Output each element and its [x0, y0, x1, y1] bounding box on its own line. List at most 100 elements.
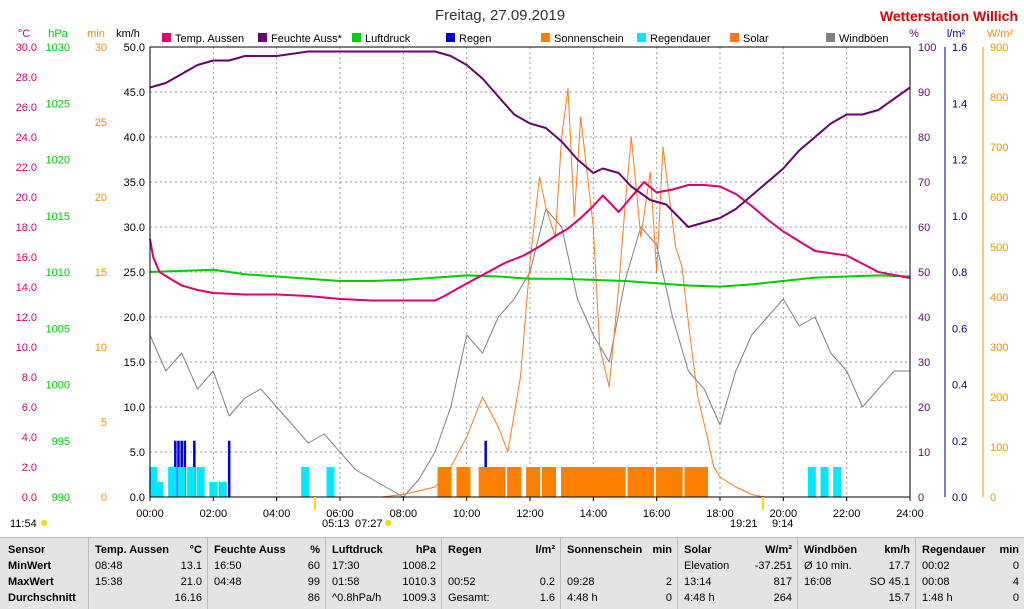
rain-axis-tick: 0.4	[952, 380, 967, 392]
stats-col-unit: °C	[189, 544, 202, 556]
stats-col-unit: min	[999, 544, 1019, 556]
temp-axis-tick: 8.0	[22, 372, 37, 384]
wind-axis-tick: 30.0	[124, 222, 145, 234]
solar-axis-unit: W/m²	[987, 28, 1014, 40]
stats-cell-time: 00:52	[448, 576, 476, 588]
stats-col-header: Regen l/m²	[442, 542, 561, 558]
stats-cell-value: 60	[307, 560, 320, 572]
humidity-axis-tick: 50	[918, 267, 930, 279]
wind-axis-tick: 10.0	[124, 402, 145, 414]
humidity-axis-tick: 20	[918, 402, 930, 414]
stats-table: Sensor MinWert MaxWert Durchschnitt Temp. Au…	[0, 537, 1024, 609]
stats-cell-time: 00:08	[922, 576, 950, 588]
humidity-axis-tick: 60	[918, 222, 930, 234]
bar-regendauer	[155, 482, 164, 497]
sunrise-twilight-time: 05:13	[322, 518, 350, 530]
stats-cell-row: 00:52 0.2	[442, 574, 561, 590]
x-tick-label: 24:00	[896, 508, 924, 520]
temp-axis-tick: 6.0	[22, 402, 37, 414]
stats-col: Windböen km/h Ø 10 min. 17.7 16:08 SO 45.1 15.…	[797, 538, 916, 609]
stats-cell-row: ^0.8hPa/h 1009.3	[326, 590, 442, 606]
pressure-axis-tick: 1005	[46, 323, 70, 335]
stats-cell-time: 16:08	[804, 576, 832, 588]
stats-col-unit: l/m²	[535, 544, 555, 556]
stats-col: Sonnenschein min 09:28 2 4:48 h 0	[560, 538, 678, 609]
bar-sonnenschein	[526, 467, 541, 497]
stats-cell-value: 1010.3	[402, 576, 436, 588]
stats-col-header: Solar W/m²	[678, 542, 798, 558]
temp-axis-unit: °C	[18, 28, 30, 40]
solar-axis-tick: 300	[990, 342, 1008, 354]
bar-layer	[149, 440, 842, 497]
bar-sonnenschein	[561, 467, 575, 497]
stats-cell-time: Ø 10 min.	[804, 560, 852, 572]
stats-cell-row: Gesamt: 1.6	[442, 590, 561, 606]
legend-swatch-solar	[730, 33, 739, 42]
solar-axis-tick: 500	[990, 242, 1008, 254]
stats-col-title: Regen	[448, 544, 482, 556]
bar-sonnenschein	[611, 467, 626, 497]
stats-cell-row: 86	[208, 590, 326, 606]
temp-axis-tick: 0.0	[22, 492, 37, 504]
bar-regendauer	[209, 482, 218, 497]
bar-sonnenschein	[586, 467, 601, 497]
stats-col-header: Sonnenschein min	[561, 542, 678, 558]
wind-axis-tick: 50.0	[124, 42, 145, 54]
minutes-axis-tick: 10	[95, 342, 107, 354]
bar-sonnenschein	[573, 467, 588, 497]
bar-regendauer	[820, 467, 829, 497]
stats-col-title: Temp. Aussen	[95, 544, 169, 556]
rain-axis-tick: 1.4	[952, 98, 967, 110]
stats-col-header: Luftdruck hPa	[326, 542, 442, 558]
stats-cell-row: 04:48 99	[208, 574, 326, 590]
stats-cell-time: Elevation	[684, 560, 730, 572]
bar-sonnenschein	[668, 467, 683, 497]
stats-cell-value: 13.1	[180, 560, 202, 572]
legend-label-humidity: Feuchte Auss*	[271, 33, 343, 45]
stats-col: Solar W/m² Elevation -37.251 13:14 817 4:48 h 2…	[677, 538, 798, 609]
stats-col-unit: hPa	[415, 544, 436, 556]
stats-cell-row: Elevation -37.251	[678, 558, 798, 574]
x-tick-label: 04:00	[263, 508, 291, 520]
series-line	[150, 88, 910, 498]
stats-col: Luftdruck hPa 17:30 1008.2 01:58 1010.3 ^0.8hP…	[325, 538, 442, 609]
bar-sonnenschein	[491, 467, 506, 497]
sunrise-marker	[385, 520, 391, 526]
x-tick-label: 18:00	[706, 508, 734, 520]
stats-cell-value: 86	[307, 592, 320, 604]
stats-cell-row: Ø 10 min. 17.7	[798, 558, 916, 574]
temp-axis-tick: 16.0	[16, 252, 37, 264]
bar-sonnenschein	[456, 467, 471, 497]
stats-row-label-text: Sensor	[8, 544, 46, 556]
solar-axis-tick: 600	[990, 192, 1008, 204]
stats-cell-value: 2	[665, 576, 672, 588]
station-name: Wetterstation Willich	[880, 8, 1018, 24]
x-tick-label: 02:00	[200, 508, 228, 520]
temp-axis-tick: 24.0	[16, 132, 37, 144]
temp-axis-tick: 26.0	[16, 102, 37, 114]
stats-row-label-text: MinWert	[8, 560, 52, 572]
stats-cell-value: -37.251	[754, 560, 792, 572]
stats-cell-value: 99	[307, 576, 320, 588]
stats-cell-time: 08:48	[95, 560, 123, 572]
stats-cell-row: 15:38 21.0	[89, 574, 208, 590]
line-layer	[149, 50, 911, 498]
temp-axis-tick: 12.0	[16, 312, 37, 324]
series-line	[149, 50, 911, 228]
bar-sonnenschein	[507, 467, 522, 497]
stats-col-title: Regendauer	[922, 544, 986, 556]
wind-axis-tick: 20.0	[124, 312, 145, 324]
stats-cell-time: 16:50	[214, 560, 242, 572]
rain-axis-tick: 1.0	[952, 211, 967, 223]
pressure-axis-tick: 995	[52, 436, 70, 448]
humidity-axis-tick: 30	[918, 357, 930, 369]
bar-regen	[227, 440, 231, 497]
pressure-axis-unit: hPa	[48, 28, 68, 40]
stats-col: Feuchte Auss% 16:50 60 04:48 99 86	[207, 538, 326, 609]
wind-axis-tick: 0.0	[130, 492, 145, 504]
moon-marker	[41, 520, 47, 526]
wind-axis-tick: 35.0	[124, 177, 145, 189]
bar-sonnenschein	[656, 467, 670, 497]
stats-cell-time: 4:48 h	[567, 592, 598, 604]
wind-axis-tick: 40.0	[124, 132, 145, 144]
